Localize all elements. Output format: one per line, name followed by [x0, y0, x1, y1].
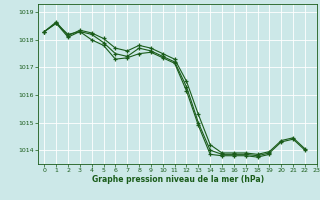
X-axis label: Graphe pression niveau de la mer (hPa): Graphe pression niveau de la mer (hPa): [92, 175, 264, 184]
